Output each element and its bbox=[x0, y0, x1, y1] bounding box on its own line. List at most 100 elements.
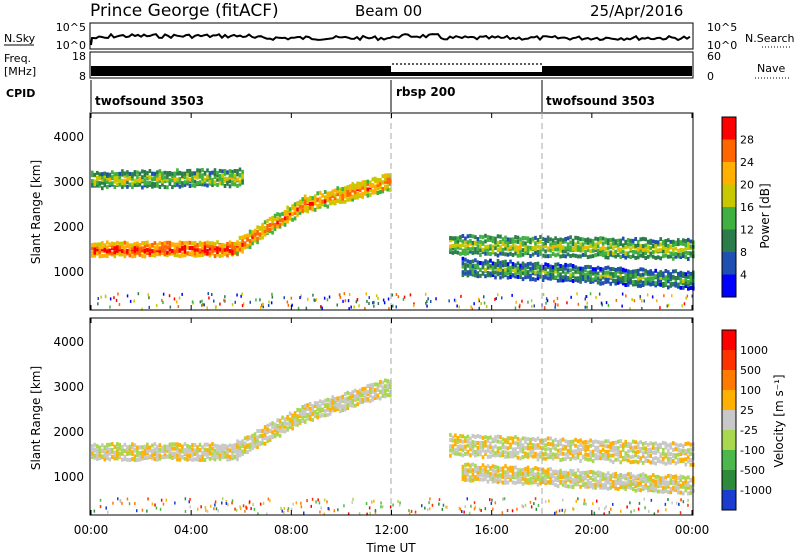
heatmap-cell bbox=[218, 456, 222, 461]
heatmap-cell bbox=[221, 242, 224, 247]
heatmap-cell bbox=[501, 247, 505, 252]
heatmap-cell bbox=[216, 173, 219, 178]
heatmap-cell bbox=[186, 245, 189, 250]
heatmap-cell bbox=[491, 263, 495, 268]
heatmap-cell bbox=[496, 248, 500, 253]
heatmap-speckle bbox=[236, 293, 238, 297]
heatmap-cell bbox=[639, 473, 642, 478]
heatmap-cell bbox=[331, 191, 334, 196]
heatmap-cell bbox=[521, 446, 525, 451]
heatmap-cell bbox=[476, 237, 480, 241]
heatmap-cell bbox=[231, 176, 234, 181]
heatmap-cell bbox=[634, 280, 637, 284]
heatmap-speckle bbox=[584, 305, 586, 309]
heatmap-speckle bbox=[323, 498, 326, 502]
heatmap-cell bbox=[346, 197, 349, 202]
heatmap-cell bbox=[536, 482, 540, 487]
heatmap-cell bbox=[141, 175, 144, 180]
heatmap-cell bbox=[684, 479, 688, 484]
heatmap-speckle bbox=[503, 497, 506, 501]
heatmap-cell bbox=[616, 481, 620, 485]
heatmap-speckle bbox=[287, 509, 289, 513]
heatmap-speckle bbox=[100, 295, 102, 299]
heatmap-cell bbox=[684, 250, 688, 255]
heatmap-cell bbox=[519, 275, 522, 279]
heatmap-speckle bbox=[267, 497, 270, 501]
heatmap-cell bbox=[193, 253, 197, 258]
heatmap-cell bbox=[514, 251, 517, 256]
heatmap-cell bbox=[524, 477, 527, 482]
heatmap-speckle bbox=[286, 300, 289, 304]
heatmap-cell bbox=[644, 271, 647, 276]
heatmap-cell bbox=[501, 453, 505, 457]
heatmap-speckle bbox=[244, 509, 246, 513]
heatmap-speckle bbox=[453, 298, 456, 302]
heatmap-speckle bbox=[435, 297, 437, 301]
heatmap-cell bbox=[569, 268, 572, 273]
heatmap-speckle bbox=[468, 511, 471, 515]
heatmap-cell bbox=[672, 459, 675, 463]
heatmap-cell bbox=[183, 180, 187, 185]
heatmap-cell bbox=[136, 241, 139, 246]
heatmap-cell bbox=[534, 451, 537, 456]
heatmap-cell bbox=[128, 243, 132, 248]
heatmap-cell bbox=[569, 476, 572, 481]
heatmap-speckle bbox=[494, 501, 497, 505]
heatmap-cell bbox=[639, 440, 642, 445]
heatmap-cell bbox=[656, 240, 660, 245]
heatmap-cell bbox=[531, 271, 535, 276]
heatmap-cell bbox=[631, 280, 635, 285]
heatmap-cell bbox=[469, 266, 472, 271]
heatmap-speckle bbox=[665, 508, 667, 512]
heatmap-cell bbox=[476, 473, 480, 478]
heatmap-cell bbox=[183, 442, 187, 447]
heatmap-cell bbox=[231, 456, 234, 461]
heatmap-cell bbox=[669, 251, 673, 256]
heatmap-cell bbox=[146, 445, 149, 450]
heatmap-cell bbox=[123, 183, 127, 188]
heatmap-cell bbox=[629, 255, 632, 259]
heatmap-speckle bbox=[605, 301, 608, 305]
heatmap-cell bbox=[664, 480, 668, 485]
heatmap-cell bbox=[469, 444, 472, 449]
heatmap-cell bbox=[669, 254, 673, 259]
heatmap-cell bbox=[534, 446, 537, 451]
heatmap-cell bbox=[459, 244, 462, 248]
heatmap-cell bbox=[546, 263, 550, 268]
heatmap-cell bbox=[499, 264, 502, 269]
heatmap-speckle bbox=[204, 506, 207, 510]
heatmap-cell bbox=[166, 185, 169, 190]
heatmap-cell bbox=[619, 473, 622, 477]
heatmap-cell bbox=[534, 235, 537, 240]
heatmap-speckle bbox=[97, 302, 99, 306]
heatmap-cell bbox=[669, 481, 673, 485]
heatmap-cell bbox=[684, 243, 688, 247]
heatmap-cell bbox=[566, 236, 570, 241]
heatmap-cell bbox=[556, 269, 560, 274]
heatmap-speckle bbox=[169, 305, 172, 309]
heatmap-cell bbox=[216, 177, 219, 182]
heatmap-cell bbox=[251, 237, 254, 241]
heatmap-cell bbox=[501, 251, 505, 256]
heatmap-cell bbox=[461, 251, 465, 255]
heatmap-speckle bbox=[248, 500, 251, 504]
heatmap-speckle bbox=[678, 502, 680, 506]
heatmap-cell bbox=[674, 453, 678, 458]
heatmap-cell bbox=[156, 447, 159, 452]
heatmap-cell bbox=[331, 199, 334, 204]
heatmap-speckle bbox=[621, 292, 624, 296]
heatmap-cell bbox=[672, 441, 675, 446]
heatmap-cell bbox=[266, 436, 269, 441]
heatmap-cell bbox=[288, 425, 292, 429]
heatmap-cell bbox=[238, 235, 242, 240]
heatmap-cell bbox=[306, 205, 309, 210]
heatmap-cell bbox=[609, 448, 612, 453]
heatmap-cell bbox=[616, 245, 620, 250]
heatmap-cell bbox=[374, 396, 377, 400]
heatmap-cell bbox=[674, 283, 678, 288]
heatmap-cell bbox=[611, 460, 615, 465]
heatmap-cell bbox=[672, 243, 675, 248]
heatmap-cell bbox=[519, 266, 522, 271]
heatmap-cell bbox=[524, 470, 527, 475]
heatmap-cell bbox=[591, 254, 595, 259]
